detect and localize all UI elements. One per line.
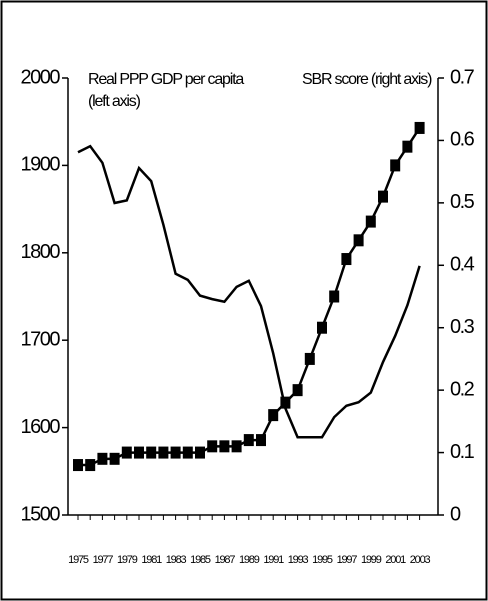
- x-tick-label: 2003: [410, 554, 431, 566]
- marker: [243, 434, 254, 447]
- y-tick-label: 1900: [21, 154, 61, 176]
- marker: [207, 440, 218, 453]
- marker: [231, 440, 242, 453]
- marker: [402, 140, 413, 153]
- marker: [170, 446, 181, 459]
- marker: [73, 459, 83, 472]
- marker: [341, 253, 352, 266]
- x-tick-label: 1977: [93, 554, 114, 566]
- y2-tick-label: 0.6: [450, 129, 475, 151]
- x-tick-label: 1991: [263, 554, 284, 566]
- marker: [268, 409, 279, 422]
- x-tick-label: 1983: [166, 554, 187, 566]
- x-tick-label: 1975: [68, 554, 89, 566]
- annotation: Real PPP GDP per capita: [88, 71, 244, 88]
- marker: [390, 159, 401, 172]
- y2-tick-label: 0.5: [450, 191, 475, 213]
- y-tick-label: 1800: [21, 241, 61, 263]
- x-tick-label: 1987: [215, 554, 236, 566]
- marker: [195, 446, 205, 459]
- marker: [292, 384, 303, 397]
- y2-tick-label: 0.1: [450, 441, 475, 463]
- marker: [121, 446, 132, 459]
- series-line: [78, 127, 421, 467]
- marker: [414, 121, 425, 134]
- x-tick-label: 1985: [190, 554, 211, 566]
- y2-tick-label: 0.2: [450, 378, 475, 400]
- marker: [146, 446, 157, 459]
- x-tick-label: 1981: [141, 554, 162, 566]
- y2-tick-label: 0: [450, 503, 461, 525]
- y2-tick-label: 0.7: [450, 66, 475, 88]
- x-tick-label: 1979: [117, 554, 138, 566]
- y-tick-label: 1500: [21, 503, 61, 525]
- marker: [280, 396, 291, 409]
- series-line: [77, 144, 421, 439]
- marker: [365, 215, 376, 228]
- marker: [109, 452, 120, 465]
- marker: [329, 290, 340, 303]
- marker: [317, 321, 327, 334]
- x-tick-label: 1995: [312, 554, 333, 566]
- x-tick-label: 1997: [337, 554, 358, 566]
- y2-tick-label: 0.3: [450, 316, 475, 338]
- marker: [97, 452, 108, 465]
- y-tick-label: 2000: [21, 66, 61, 88]
- annotation: SBR score (right axis): [302, 71, 432, 88]
- x-tick-label: 1993: [288, 554, 309, 566]
- marker: [304, 352, 315, 365]
- marker: [134, 446, 144, 459]
- x-tick-label: 1989: [239, 554, 260, 566]
- y2-tick-label: 0.4: [450, 254, 475, 276]
- marker: [353, 234, 364, 247]
- x-tick-label: 2001: [385, 554, 406, 566]
- y-tick-label: 1700: [21, 328, 61, 350]
- marker: [219, 440, 230, 453]
- y-tick-label: 1600: [21, 416, 61, 438]
- marker: [182, 446, 193, 459]
- marker: [378, 190, 388, 203]
- marker: [256, 434, 266, 447]
- marker: [158, 446, 169, 459]
- x-tick-label: 1999: [361, 554, 382, 566]
- annotation: (left axis): [88, 93, 141, 110]
- marker: [85, 459, 96, 472]
